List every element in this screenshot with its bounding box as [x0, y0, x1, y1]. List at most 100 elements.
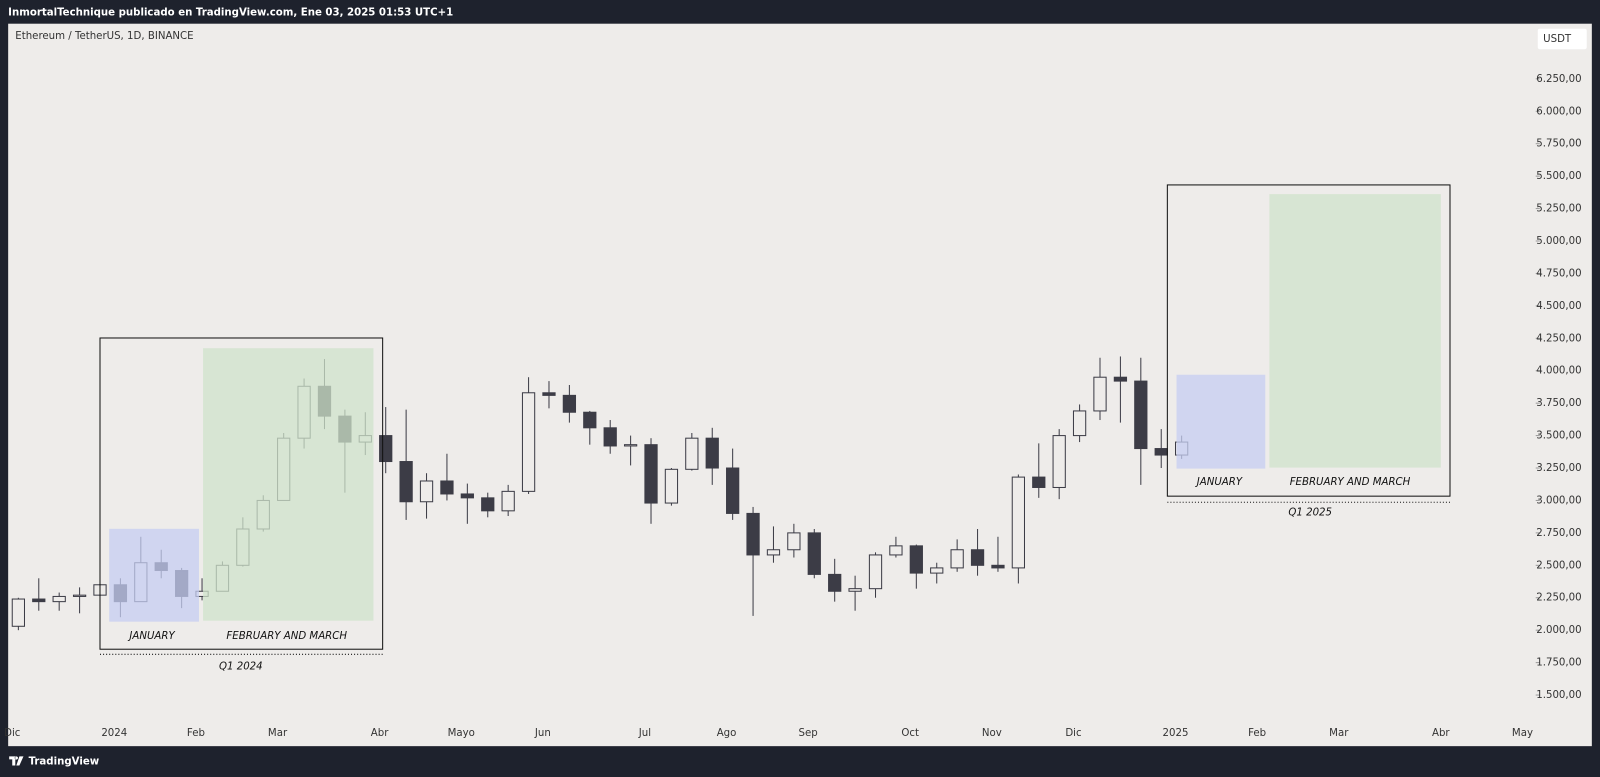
candle-body [379, 435, 393, 463]
outline-box [1166, 184, 1451, 497]
candles [11, 78, 1540, 696]
candle-body [583, 411, 597, 429]
x-tick-label: 2025 [1163, 728, 1189, 739]
candle-body [766, 549, 781, 556]
brand-name: TradingView [29, 756, 100, 767]
candle-body [1154, 448, 1168, 456]
candle-body [868, 554, 883, 590]
candle-body [930, 567, 944, 574]
y-tick-label: 2.750,00 [1536, 528, 1581, 539]
q1-2024-drawing: JANUARY FEBRUARY AND MARCH Q1 2024 [99, 337, 384, 673]
y-tick-label: 2.250,00 [1536, 593, 1581, 604]
candle-body [909, 545, 923, 574]
candle-body [889, 545, 903, 556]
annotation: JANUARY [127, 631, 175, 642]
candle-body [542, 392, 556, 396]
candle-body [1011, 476, 1025, 569]
x-tick-label: Dic [4, 728, 20, 739]
candle-body [970, 549, 985, 566]
y-tick-label: 3.750,00 [1536, 398, 1581, 409]
publish-info: InmortalTechnique publicado en TradingVi… [8, 7, 453, 18]
x-tick-label: Abr [1432, 728, 1450, 739]
x-tick-label: Mar [1329, 728, 1349, 739]
x-tick-label: Abr [371, 728, 389, 739]
y-tick-label: 5.250,00 [1536, 204, 1581, 215]
candle-body [1072, 410, 1087, 437]
y-tick-label: 2.000,00 [1536, 625, 1581, 636]
y-tick-label: 1.500,00 [1536, 690, 1581, 701]
candle-body [848, 588, 862, 592]
candle-body [481, 497, 495, 512]
candle-body [664, 468, 679, 504]
candle-body [991, 564, 1005, 569]
candle-body [562, 394, 577, 413]
feb-march-zone [203, 348, 374, 621]
annotation: Q1 2025 [1288, 507, 1332, 518]
candle-body [685, 437, 699, 470]
y-tick-label: 4.750,00 [1536, 268, 1581, 279]
y-tick-label: 5.000,00 [1536, 236, 1581, 247]
candle-body [460, 493, 474, 499]
candle-body [399, 461, 413, 503]
x-tick-label: 2024 [101, 728, 127, 739]
january-zone [109, 528, 199, 622]
outline-box [99, 337, 384, 650]
candle-body [440, 480, 454, 495]
currency-label[interactable]: USDT [1543, 34, 1572, 45]
x-tick-label: Ago [717, 728, 737, 739]
brand: TradingView [9, 756, 100, 767]
january-zone [1176, 374, 1266, 469]
candle-body [52, 595, 66, 603]
candle-body [950, 549, 964, 569]
x-tick-label: Feb [1248, 728, 1266, 739]
candle-body [1113, 376, 1128, 382]
candle-body [32, 598, 46, 603]
x-tick-label: Dic [1065, 728, 1081, 739]
x-tick-label: Jul [638, 728, 651, 739]
candle-body [787, 532, 801, 551]
candle-body [1134, 380, 1148, 450]
y-tick-label: 5.500,00 [1536, 171, 1581, 182]
y-tick-label: 5.750,00 [1536, 139, 1581, 150]
y-tick-label: 3.500,00 [1536, 431, 1581, 442]
y-tick-label: 1.750,00 [1536, 658, 1581, 669]
candle-body [1032, 476, 1046, 488]
q1-2025-drawing: JANUARY FEBRUARY AND MARCH Q1 2025 [1166, 184, 1451, 518]
candle-body [72, 594, 87, 597]
candle-body [644, 444, 658, 504]
candle-body [807, 532, 821, 575]
annotation: FEBRUARY AND MARCH [226, 631, 347, 642]
candle-body [419, 480, 434, 503]
x-tick-label: Sep [799, 728, 818, 739]
y-tick-label: 4.000,00 [1536, 366, 1581, 377]
x-tick-label: Nov [982, 728, 1002, 739]
candle-body [1052, 435, 1066, 488]
candle-body [705, 437, 719, 469]
annotation: JANUARY [1195, 477, 1243, 488]
candle-body [521, 392, 536, 492]
y-tick-label: 4.500,00 [1536, 301, 1581, 312]
y-tick-label: 3.250,00 [1536, 463, 1581, 474]
y-tick-label: 2.500,00 [1536, 560, 1581, 571]
annotation: Q1 2024 [219, 662, 263, 673]
candle-body [726, 467, 740, 514]
currency-badge[interactable] [1537, 28, 1587, 50]
candle-body [746, 512, 760, 556]
candle-body [603, 427, 617, 447]
brand-logo [9, 756, 24, 766]
candle-body [623, 444, 638, 447]
x-tick-label: Oct [901, 728, 919, 739]
y-tick-label: 3.000,00 [1536, 495, 1581, 506]
symbol-title: Ethereum / TetherUS, 1D, BINANCE [15, 31, 193, 42]
annotation: FEBRUARY AND MARCH [1290, 477, 1411, 488]
x-tick-label: Jun [534, 728, 551, 739]
x-tick-label: Feb [187, 728, 205, 739]
feb-march-zone [1269, 194, 1441, 468]
y-tick-label: 4.250,00 [1536, 333, 1581, 344]
x-tick-label: Mar [268, 728, 288, 739]
candle-body [828, 573, 842, 592]
y-tick-label: 6.250,00 [1536, 74, 1581, 85]
candle-body [501, 490, 515, 512]
